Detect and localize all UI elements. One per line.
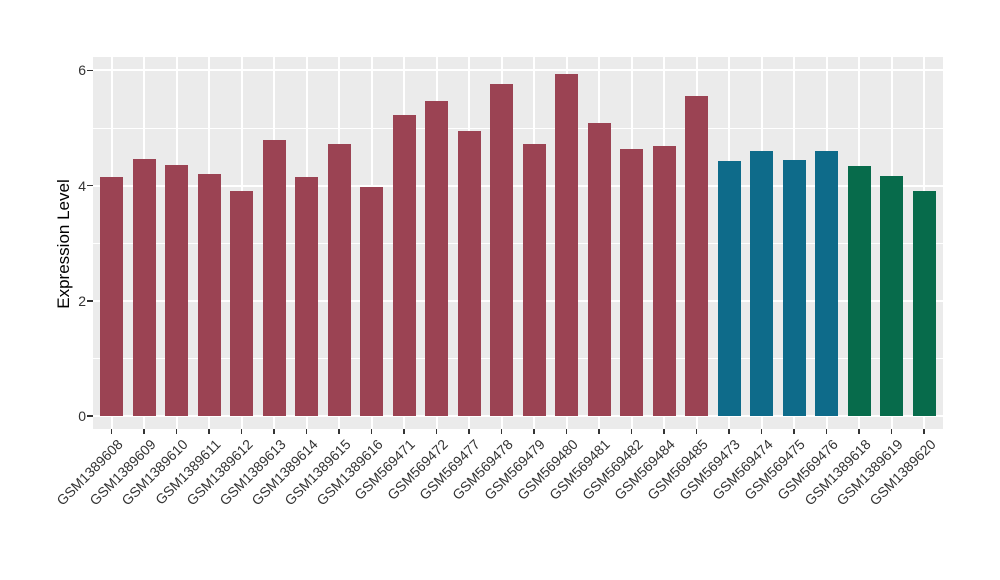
bar-GSM1389620 [912, 191, 936, 416]
bar-GSM569480 [555, 73, 578, 416]
x-tick-mark-GSM1389618 [858, 429, 860, 434]
gridline-minor-y3 [93, 242, 943, 244]
x-tick-mark-GSM1389612 [240, 429, 243, 434]
bar-GSM569473 [717, 160, 741, 416]
x-tick-mark-GSM1389619 [890, 429, 893, 434]
x-tick-mark-GSM1389615 [338, 429, 340, 434]
x-tick-mark-GSM569471 [403, 429, 405, 434]
gridline-minor-y1 [93, 357, 943, 359]
x-tick-mark-GSM569482 [630, 429, 633, 434]
x-tick-mark-GSM1389608 [110, 429, 113, 434]
bar-GSM569472 [425, 100, 448, 416]
bar-GSM1389614 [295, 176, 318, 416]
x-tick-mark-GSM569485 [695, 429, 698, 434]
bar-GSM1389612 [230, 191, 253, 416]
plot-panel [93, 57, 943, 429]
bar-GSM569484 [652, 145, 676, 416]
x-tick-mark-GSM569474 [760, 429, 763, 434]
y-tick-mark-0 [87, 415, 93, 417]
bar-GSM1389619 [880, 175, 903, 416]
bar-GSM569481 [587, 122, 611, 416]
y-tick-label-0: 0 [78, 408, 86, 424]
bar-GSM569477 [457, 131, 481, 416]
bar-GSM1389611 [197, 174, 221, 416]
x-tick-mark-GSM569480 [565, 429, 568, 434]
bar-GSM1389615 [327, 143, 351, 416]
gridline-major-y4 [93, 184, 943, 187]
bar-GSM569471 [392, 115, 416, 416]
y-tick-mark-6 [87, 69, 93, 72]
y-tick-mark-2 [87, 300, 93, 302]
x-tick-mark-GSM1389616 [370, 429, 373, 434]
bar-GSM1389608 [100, 176, 123, 416]
x-tick-mark-GSM569477 [468, 429, 470, 434]
y-tick-label-4: 4 [78, 177, 86, 194]
x-tick-mark-GSM569476 [825, 429, 828, 434]
x-tick-mark-GSM1389620 [923, 429, 925, 434]
x-tick-mark-GSM569484 [663, 429, 665, 434]
x-tick-mark-GSM569481 [598, 429, 600, 434]
x-tick-mark-GSM569475 [793, 429, 795, 434]
y-tick-label-6: 6 [78, 62, 86, 79]
x-tick-mark-GSM569473 [728, 429, 730, 434]
bar-GSM1389609 [132, 159, 156, 416]
bar-GSM1389618 [847, 166, 871, 416]
x-tick-mark-GSM1389609 [143, 429, 145, 434]
gridline-major-y6 [93, 69, 943, 72]
bar-GSM569482 [620, 148, 643, 416]
x-tick-mark-GSM1389613 [273, 429, 275, 434]
x-tick-mark-GSM569478 [500, 429, 503, 434]
x-tick-mark-GSM569479 [533, 429, 535, 434]
bar-GSM569474 [750, 151, 773, 416]
bar-GSM569475 [782, 159, 806, 416]
y-tick-label-2: 2 [78, 292, 86, 309]
y-tick-mark-4 [87, 184, 93, 187]
bar-GSM569478 [490, 83, 513, 416]
gridline-major-y2 [93, 299, 943, 302]
bar-GSM569479 [522, 144, 546, 416]
bar-GSM569476 [815, 151, 838, 416]
x-tick-mark-GSM569472 [435, 429, 438, 434]
gridline-major-y0 [93, 415, 943, 417]
bar-GSM1389616 [360, 187, 383, 416]
x-tick-mark-GSM1389611 [208, 429, 210, 434]
x-tick-mark-GSM1389610 [175, 429, 178, 434]
bar-GSM569485 [685, 96, 708, 416]
bar-GSM1389613 [262, 140, 286, 416]
x-tick-mark-GSM1389614 [305, 429, 308, 434]
y-axis-title: Expression Level [54, 179, 73, 309]
bar-GSM1389610 [165, 165, 188, 416]
gridline-minor-y5 [93, 127, 943, 129]
